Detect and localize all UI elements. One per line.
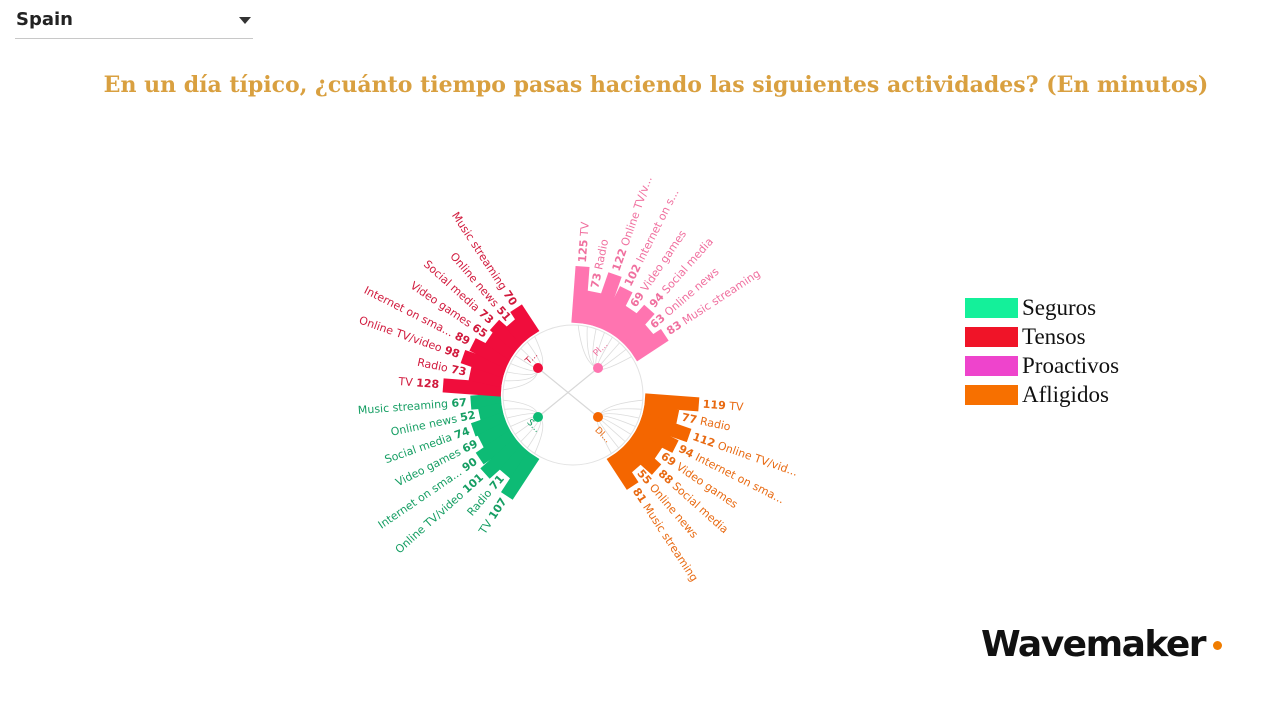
bar-link [597,415,636,427]
bar [622,323,654,354]
chevron-down-icon[interactable] [239,17,251,24]
bar [615,304,655,346]
bar [629,328,669,362]
bar-link [577,325,599,369]
group-dot [593,363,603,373]
country-dropdown[interactable]: Spain [15,6,253,39]
bar [469,338,512,369]
group-dot [593,412,603,422]
hub-link [537,367,599,418]
bar [489,319,524,353]
value-label: 94 [676,442,696,461]
group-dot [533,412,543,422]
legend-item: Seguros [965,293,1119,322]
bar-link [504,408,539,418]
bar [477,421,512,448]
bar [505,318,532,346]
value-label: 128 [416,376,440,391]
bar-label: 125 TV [576,221,592,263]
bar [480,437,524,479]
wavemaker-logo: Wavemaker [981,624,1207,665]
chart-hub [502,324,644,466]
bar [638,412,692,443]
value-label: 89 [453,329,473,348]
legend-label: Seguros [1022,294,1097,320]
value-label: 74 [453,424,472,441]
category-label: TV [397,375,417,389]
category-label: Radio [695,414,732,434]
value-label: 73 [450,363,468,379]
value-label: 69 [460,437,480,456]
chart-title: En un día típico, ¿cuánto tiempo pasas h… [103,72,1209,98]
bar [460,349,508,378]
bar [510,304,540,339]
bar [475,429,518,465]
legend-swatch [965,297,1018,318]
category-label: TV [725,399,744,413]
bar [634,421,679,453]
value-label: 67 [451,396,467,410]
bar-label: 119 TV [702,398,744,414]
category-label: TV [578,221,592,240]
legend-swatch [965,355,1018,376]
value-label: 52 [459,408,477,424]
legend-label: Proactivos [1022,352,1120,378]
value-label: 98 [443,344,462,361]
hub-ring [502,324,644,466]
legend: Seguros Tensos Proactivos Afligidos [965,293,1119,409]
value-label: 119 [702,398,726,413]
bar [606,451,639,490]
legend-swatch [965,384,1018,405]
legend-label: Afligidos [1022,381,1109,407]
bar [622,437,662,475]
category-label: Radio [416,356,452,376]
bar [590,272,622,330]
legend-item: Afligidos [965,380,1119,409]
bar-label: TV 128 [397,375,440,391]
legend-label: Tensos [1022,323,1086,349]
group-short-label: Dl... [592,425,612,445]
country-dropdown-value: Spain [16,9,73,30]
legend-item: Tensos [965,322,1119,351]
legend-item: Proactivos [965,351,1119,380]
bar [485,332,518,361]
category-label: Music streaming [357,397,452,417]
group-dot [533,363,543,373]
legend-swatch [965,326,1018,347]
bar [500,451,540,500]
category-label: Radio [592,238,612,275]
bar [614,444,642,474]
bar [599,286,633,334]
logo-dot [1213,641,1222,650]
value-label: 125 [576,239,591,263]
bar [628,429,663,459]
value-label: 77 [680,411,698,427]
value-label: 73 [588,272,604,290]
bar [470,412,508,437]
bar [499,444,532,479]
bar-label: Radio 73 [416,356,467,379]
bar [607,305,637,340]
